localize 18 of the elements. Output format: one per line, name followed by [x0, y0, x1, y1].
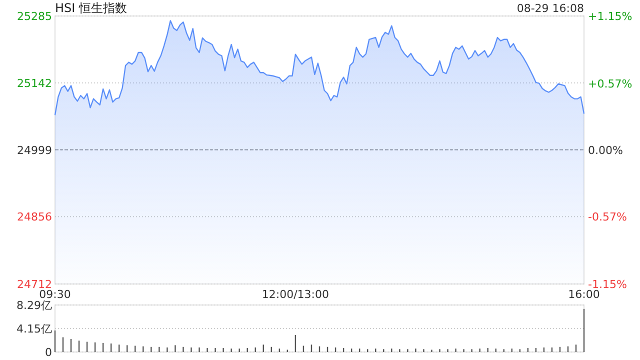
title: HSI 恒生指数 [55, 1, 127, 15]
y2tick: +0.57% [588, 78, 632, 91]
ytick: 24999 [17, 144, 52, 157]
xtick: 12:00/13:00 [262, 288, 329, 301]
y2tick: +1.15% [588, 10, 632, 23]
xtick: 16:00 [568, 288, 600, 301]
ytick: 0 [45, 346, 52, 359]
y2tick: -1.15% [588, 278, 627, 291]
xtick: 09:30 [39, 288, 71, 301]
ytick: 24712 [17, 278, 52, 291]
ytick: 24856 [17, 210, 52, 224]
ytick: 4.15亿 [16, 322, 52, 336]
y2tick: 0.00% [588, 144, 623, 157]
ytick: 8.29亿 [16, 299, 52, 312]
y2tick: -0.57% [588, 210, 627, 224]
ytick: 25142 [17, 76, 52, 90]
annotation: 08-29 16:08 [516, 2, 584, 15]
ytick: 25285 [17, 10, 52, 23]
